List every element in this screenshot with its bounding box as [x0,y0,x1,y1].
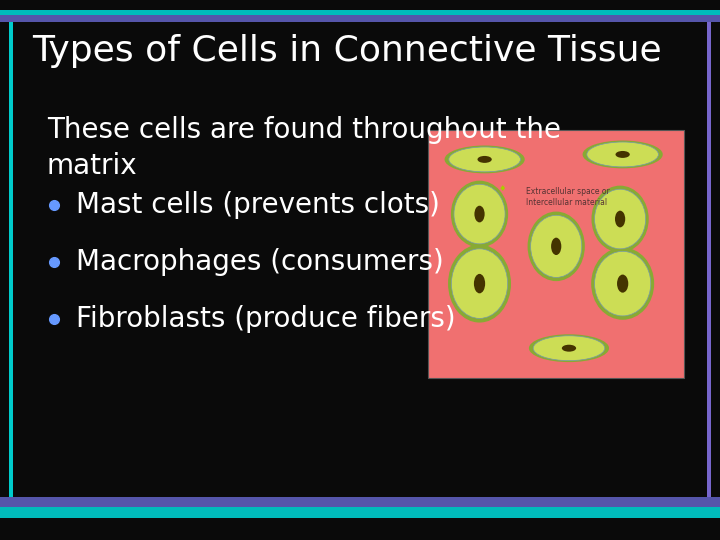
Ellipse shape [444,145,525,173]
Ellipse shape [582,140,662,168]
Ellipse shape [615,211,625,227]
Ellipse shape [448,245,511,322]
Bar [0,507,720,518]
Text: Macrophages (consumers): Macrophages (consumers) [76,248,444,276]
Bar [0,15,720,22]
Text: Mast cells (prevents clots): Mast cells (prevents clots) [76,191,439,219]
Text: These cells are found throughout the
matrix: These cells are found throughout the mat… [47,116,561,180]
Bar [707,16,711,505]
Ellipse shape [449,147,521,172]
Text: ♦: ♦ [499,184,506,193]
Bar [0,497,720,507]
Ellipse shape [529,334,609,362]
Ellipse shape [562,345,576,352]
Text: Fibroblasts (produce fibers): Fibroblasts (produce fibers) [76,305,455,333]
Ellipse shape [474,274,485,293]
Text: Types of Cells in Connective Tissue: Types of Cells in Connective Tissue [32,35,662,68]
Ellipse shape [595,251,651,316]
Ellipse shape [591,247,654,320]
Ellipse shape [451,249,508,319]
Ellipse shape [531,215,582,278]
Ellipse shape [451,181,508,247]
Ellipse shape [474,206,485,222]
Ellipse shape [454,184,505,244]
Text: Extracellular space or
Intercellular material: Extracellular space or Intercellular mat… [526,187,609,207]
Bar [0,10,720,15]
Ellipse shape [528,212,585,281]
Ellipse shape [595,189,646,249]
Ellipse shape [591,186,649,252]
Ellipse shape [477,156,492,163]
Ellipse shape [617,274,629,293]
Ellipse shape [587,142,659,167]
Bar [9,16,13,505]
Ellipse shape [616,151,630,158]
Ellipse shape [551,238,562,255]
Bar [428,130,684,378]
Ellipse shape [534,336,605,361]
